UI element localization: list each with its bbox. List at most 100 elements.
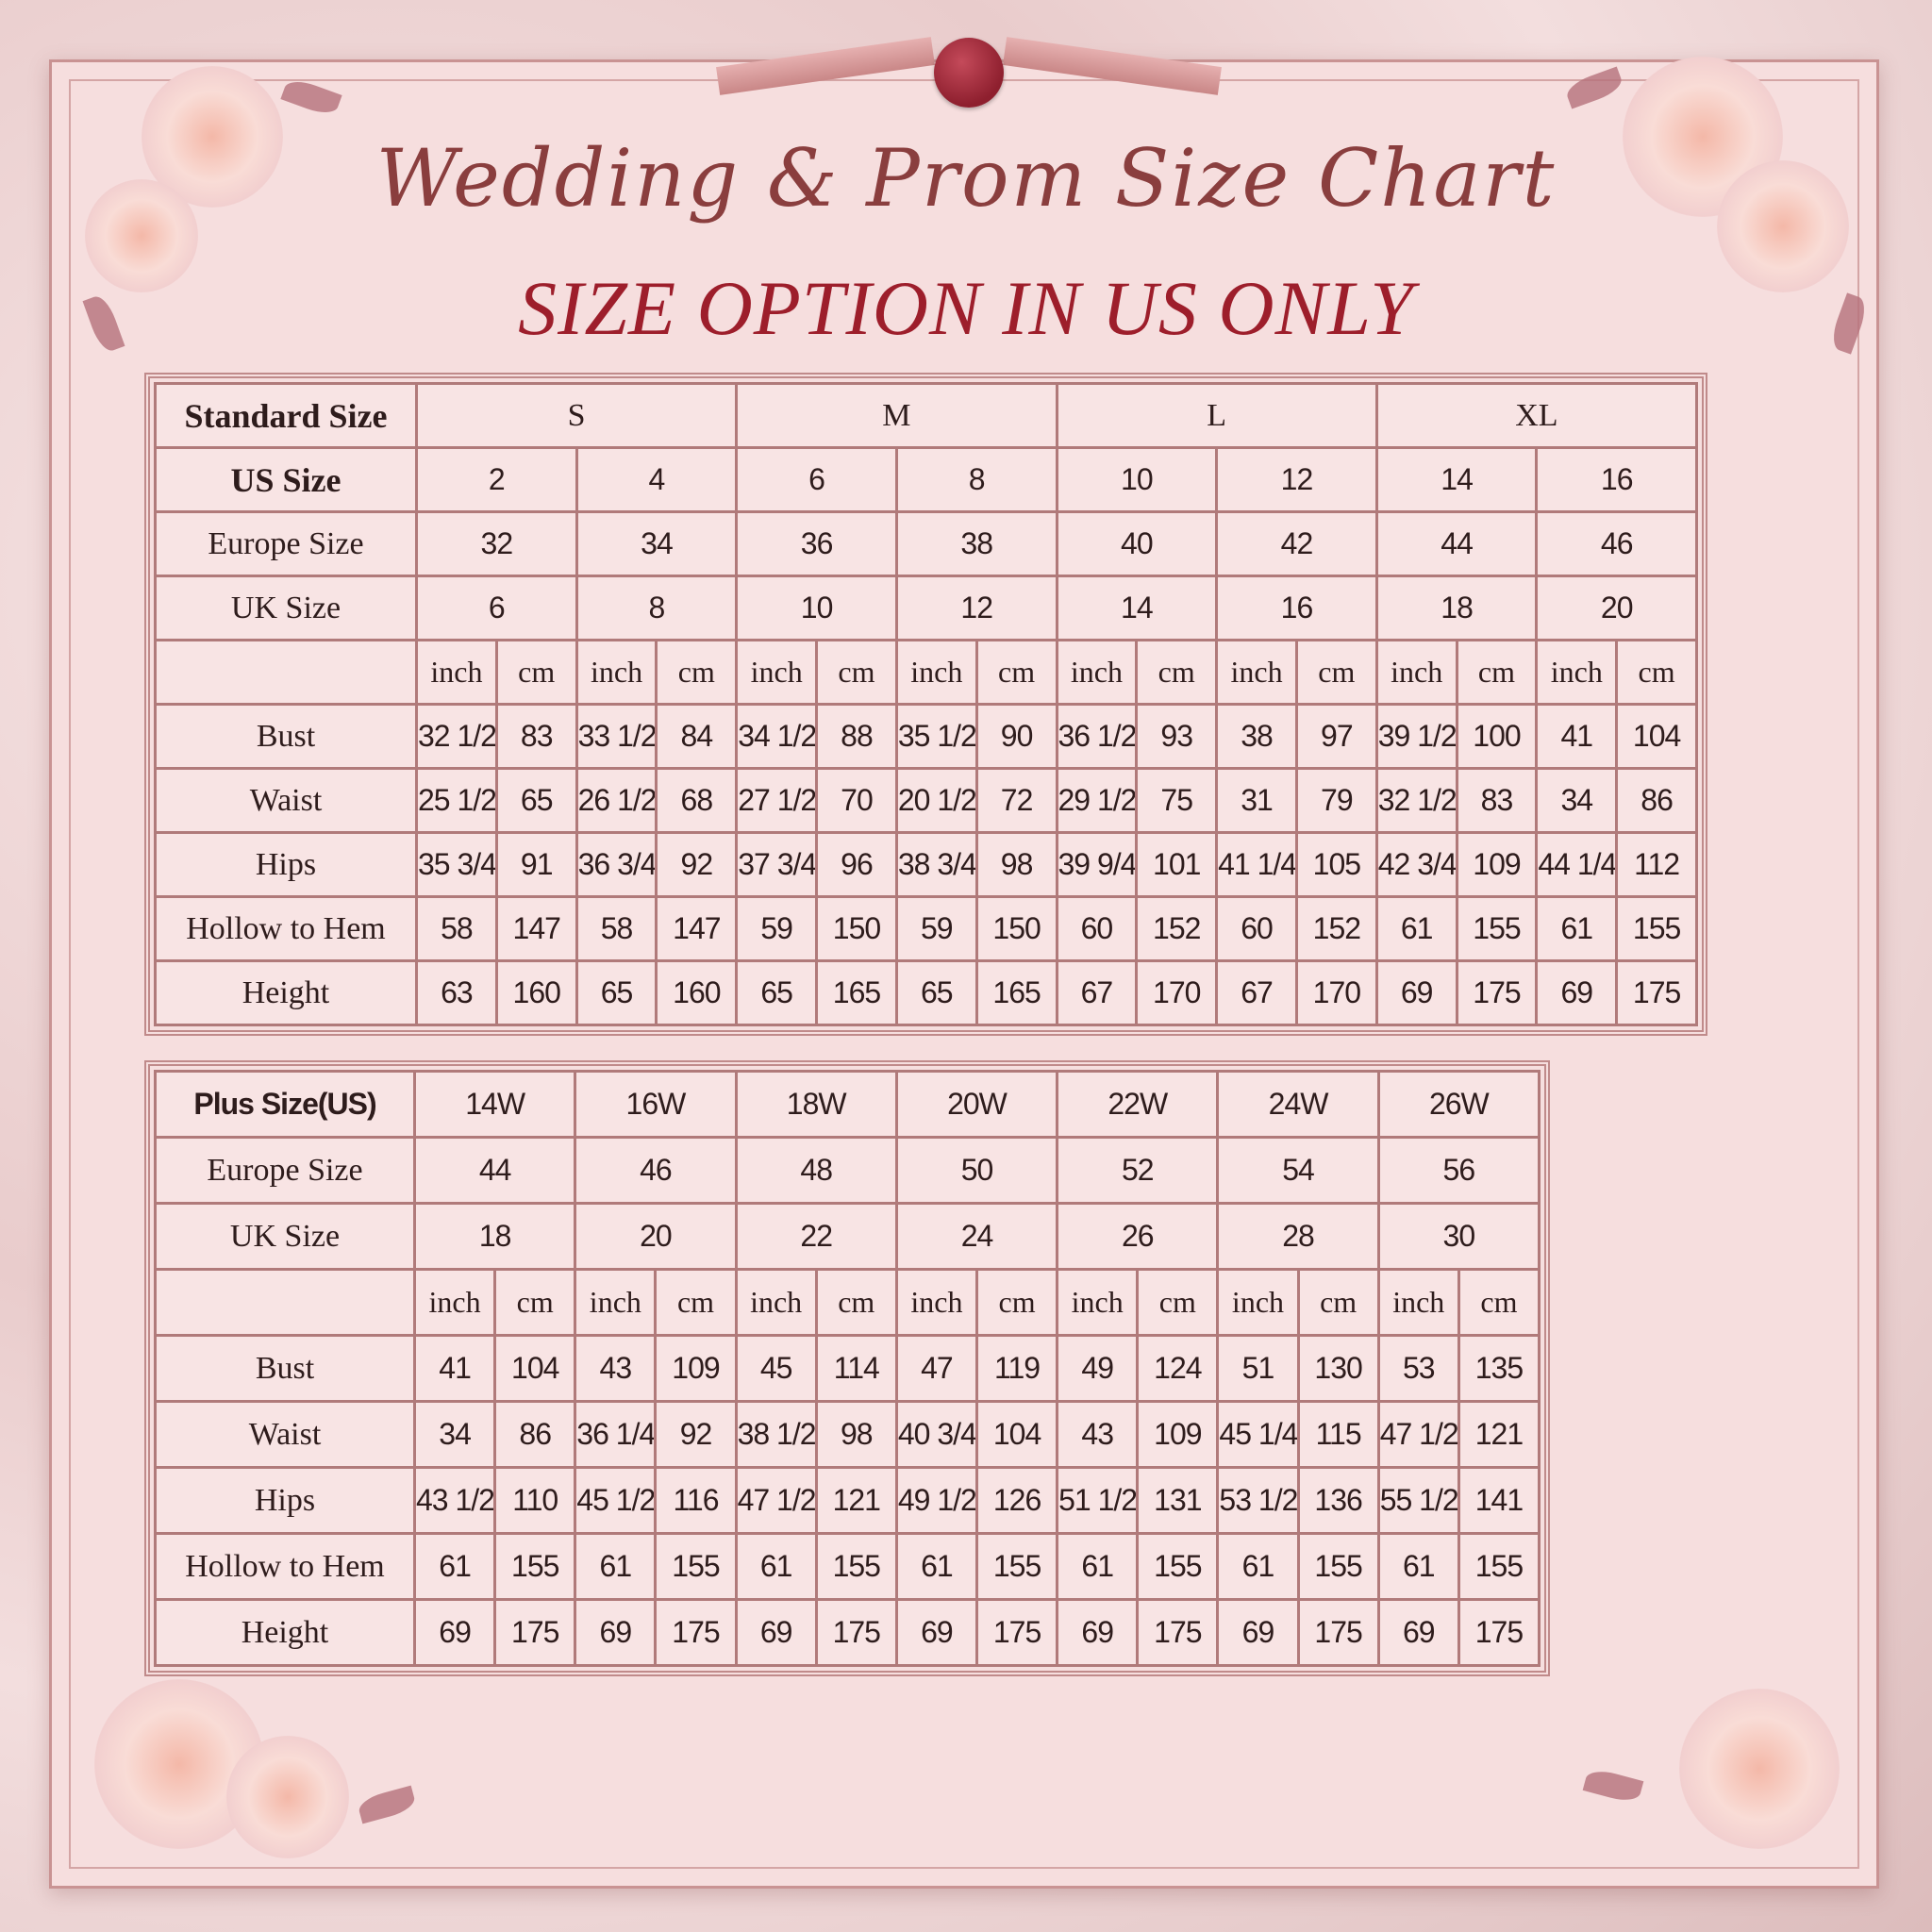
row-label: Europe Size: [154, 1136, 416, 1205]
measurement-row: Hips 35 3/4 91 36 3/4 92 37 3/4 96 38 3/4 98 39 9…: [154, 831, 1698, 898]
measurement-cell: 100: [1455, 703, 1539, 770]
measurement-cell: 175: [654, 1598, 738, 1667]
plus-size-cell: 26W: [1376, 1070, 1541, 1139]
measurement-cell: 69: [412, 1598, 497, 1667]
measurement-cell: 109: [654, 1334, 738, 1403]
measurement-cell: 175: [1455, 959, 1539, 1026]
unit-cm: cm: [493, 1268, 577, 1337]
unit-cm: cm: [1457, 1268, 1541, 1337]
measurement-cell: 39 1/2: [1374, 703, 1458, 770]
measurement-cell: 59: [735, 895, 819, 962]
measurement-cell: 44 1/4: [1535, 831, 1619, 898]
measurement-cell: 86: [493, 1400, 577, 1469]
measurement-cell: 152: [1135, 895, 1219, 962]
measurement-cell: 83: [494, 703, 578, 770]
europe-size-cell: 38: [894, 510, 1058, 577]
measurement-cell: 63: [415, 959, 498, 1026]
measurement-cell: 92: [654, 1400, 738, 1469]
plus-size-cell: 16W: [574, 1070, 738, 1139]
measurement-cell: 38: [1215, 703, 1298, 770]
us-size-cell: 14: [1374, 446, 1539, 513]
measurement-cell: 70: [815, 767, 898, 834]
uk-size-cell: 12: [894, 575, 1058, 641]
rose-decoration: [1717, 160, 1849, 292]
measurement-cell: 41 1/4: [1215, 831, 1298, 898]
plus-size-cell: 18W: [734, 1070, 898, 1139]
measurement-cell: 130: [1296, 1334, 1380, 1403]
unit-cm: cm: [1136, 1268, 1220, 1337]
uk-size-cell: 16: [1215, 575, 1378, 641]
unit-cm: cm: [494, 639, 578, 706]
uk-size-row: UK Size 18 20 22 24 26 28 30: [154, 1202, 1541, 1271]
us-size-cell: 8: [894, 446, 1058, 513]
measurement-cell: 116: [654, 1466, 738, 1535]
measurement-cell: 33 1/2: [575, 703, 658, 770]
europe-size-cell: 56: [1376, 1136, 1541, 1205]
row-label: Plus Size(US): [154, 1070, 416, 1139]
row-label: Standard Size: [154, 382, 418, 449]
measurement-cell: 175: [974, 1598, 1059, 1667]
europe-size-cell: 40: [1055, 510, 1219, 577]
measurement-cell: 170: [1294, 959, 1378, 1026]
row-label: Height: [154, 1598, 416, 1667]
measurement-cell: 67: [1215, 959, 1298, 1026]
measurement-cell: 93: [1135, 703, 1219, 770]
measurement-cell: 35 3/4: [415, 831, 498, 898]
measurement-row: Height 63 160 65 160 65 165 65 165 67 170 67 170 69 17…: [154, 959, 1698, 1026]
measurement-cell: 39 9/4: [1055, 831, 1139, 898]
unit-cm: cm: [1455, 639, 1539, 706]
uk-size-cell: 18: [1374, 575, 1539, 641]
chart-title: Wedding & Prom Size Chart: [375, 132, 1557, 225]
unit-inch: inch: [1215, 639, 1298, 706]
europe-size-cell: 52: [1056, 1136, 1220, 1205]
plus-size-cell: 22W: [1056, 1070, 1220, 1139]
measurement-cell: 155: [1457, 1532, 1541, 1601]
measurement-cell: 69: [734, 1598, 818, 1667]
measurement-cell: 32 1/2: [1374, 767, 1458, 834]
measurement-cell: 155: [493, 1532, 577, 1601]
measurement-cell: 32 1/2: [415, 703, 498, 770]
row-label: US Size: [154, 446, 418, 513]
row-label: Bust: [154, 1334, 416, 1403]
measurement-cell: 60: [1055, 895, 1139, 962]
row-label: Height: [154, 959, 418, 1026]
measurement-cell: 150: [974, 895, 1058, 962]
wax-seal-icon: [934, 38, 1004, 108]
measurement-row: Height 69 175 69 175 69 175 69 175 69 175 69 175 69 17…: [154, 1598, 1541, 1667]
unit-cm: cm: [974, 1268, 1059, 1337]
rose-decoration: [1679, 1689, 1840, 1849]
measurement-cell: 124: [1136, 1334, 1220, 1403]
measurement-cell: 34: [1535, 767, 1619, 834]
unit-inch: inch: [1056, 1268, 1140, 1337]
measurement-cell: 97: [1294, 703, 1378, 770]
measurement-row: Bust 32 1/2 83 33 1/2 84 34 1/2 88 35 1/2 90 36 1…: [154, 703, 1698, 770]
measurement-cell: 53: [1376, 1334, 1460, 1403]
us-size-cell: 6: [735, 446, 898, 513]
measurement-cell: 43: [1056, 1400, 1140, 1469]
europe-size-row: Europe Size 32 34 36 38 40 42 44 46: [154, 510, 1698, 577]
measurement-cell: 101: [1135, 831, 1219, 898]
measurement-cell: 58: [415, 895, 498, 962]
row-label: Hollow to Hem: [154, 895, 418, 962]
measurement-cell: 126: [974, 1466, 1059, 1535]
measurement-cell: 61: [1056, 1532, 1140, 1601]
measurement-cell: 131: [1136, 1466, 1220, 1535]
measurement-row: Hollow to Hem 58 147 58 147 59 150 59 150 60 152 60…: [154, 895, 1698, 962]
europe-size-cell: 46: [574, 1136, 738, 1205]
uk-size-cell: 24: [894, 1202, 1059, 1271]
us-size-row: US Size 2 4 6 8 10 12 14 16: [154, 446, 1698, 513]
measurement-cell: 49 1/2: [894, 1466, 978, 1535]
measurement-cell: 175: [1615, 959, 1698, 1026]
measurement-cell: 38 1/2: [734, 1400, 818, 1469]
uk-size-cell: 22: [734, 1202, 898, 1271]
measurement-cell: 47: [894, 1334, 978, 1403]
europe-size-cell: 54: [1216, 1136, 1380, 1205]
measurement-cell: 61: [1376, 1532, 1460, 1601]
measurement-cell: 47 1/2: [1376, 1400, 1460, 1469]
measurement-cell: 36 1/2: [1055, 703, 1139, 770]
us-size-cell: 2: [415, 446, 578, 513]
measurement-row: Hips 43 1/2 110 45 1/2 116 47 1/2 121 49 1/2 126…: [154, 1466, 1541, 1535]
measurement-cell: 115: [1296, 1400, 1380, 1469]
unit-cm: cm: [654, 1268, 738, 1337]
measurement-cell: 121: [1457, 1400, 1541, 1469]
